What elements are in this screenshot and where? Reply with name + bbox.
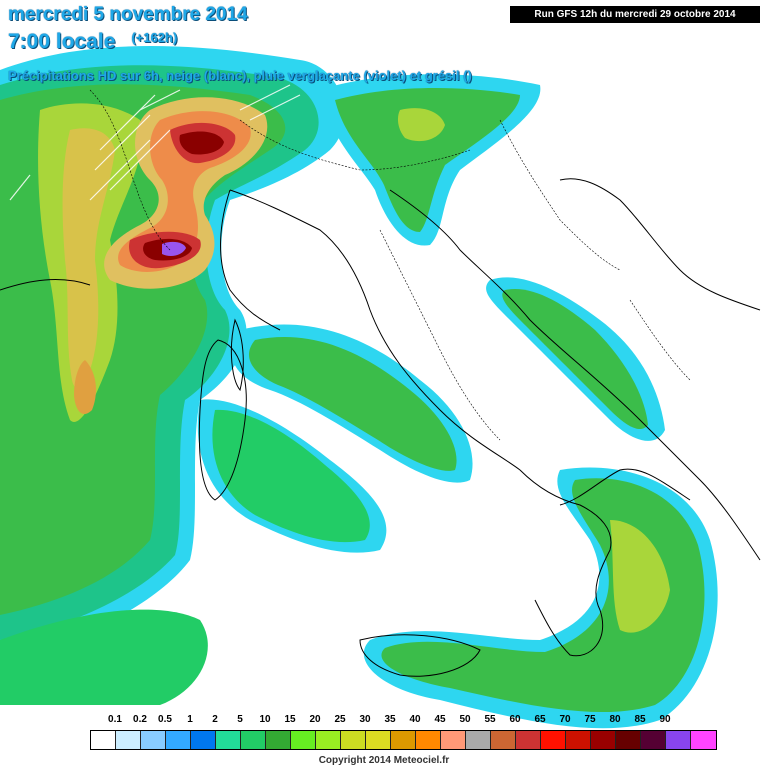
- legend-swatch: [566, 731, 591, 749]
- legend-swatch: [341, 731, 366, 749]
- legend-swatch: [541, 731, 566, 749]
- legend-tick-label: 5: [237, 714, 243, 725]
- legend-swatch: [491, 731, 516, 749]
- legend-tick-label: 15: [284, 714, 296, 725]
- legend-tick-label: 2: [212, 714, 218, 725]
- legend-tick-label: 1: [187, 714, 193, 725]
- precip-tyrrhenian: [197, 324, 473, 553]
- borders: [89, 89, 691, 441]
- legend-swatch: [416, 731, 441, 749]
- legend-swatch: [666, 731, 691, 749]
- coastlines: [0, 178, 761, 677]
- legend-swatch: [241, 731, 266, 749]
- legend-tick-label: 20: [309, 714, 321, 725]
- legend-tick-label: 90: [659, 714, 671, 725]
- legend-swatch: [441, 731, 466, 749]
- forecast-time: 7:00 locale (+162h): [8, 30, 177, 54]
- legend-tick-label: 55: [484, 714, 496, 725]
- legend-color-bar: [90, 730, 717, 750]
- legend-swatch: [266, 731, 291, 749]
- legend-swatch: [216, 731, 241, 749]
- precip-dalmatia: [486, 277, 665, 441]
- legend-tick-label: 50: [459, 714, 471, 725]
- legend-swatch: [191, 731, 216, 749]
- variable-description: Précipitations HD sur 6h, neige (blanc),…: [8, 68, 472, 83]
- legend-tick-label: 60: [509, 714, 521, 725]
- legend-tick-label: 30: [359, 714, 371, 725]
- legend-tick-label: 0.1: [108, 714, 122, 725]
- lead-time: (+162h): [131, 30, 178, 45]
- legend-swatch: [591, 731, 616, 749]
- legend-tick-label: 35: [384, 714, 396, 725]
- legend-tick-label: 10: [259, 714, 271, 725]
- legend-swatch: [691, 731, 716, 749]
- precip-southwest: [0, 609, 208, 705]
- precip-northeast: [320, 74, 541, 246]
- legend-tick-label: 70: [559, 714, 571, 725]
- run-info-label: Run GFS 12h du mercredi 29 octobre 2014: [510, 6, 760, 23]
- forecast-date: mercredi 5 novembre 2014: [8, 4, 248, 25]
- legend-swatch: [91, 731, 116, 749]
- copyright-text: Copyright 2014 Meteociel.fr: [318, 755, 450, 766]
- legend-swatch: [641, 731, 666, 749]
- legend-swatch: [291, 731, 316, 749]
- legend-tick-label: 45: [434, 714, 446, 725]
- precip-west-mass: [0, 46, 345, 661]
- legend-ticks: 0.1 0.2 0.5 1 2 5 10 15 20 25 30 35 40 45 50 55 60 65 70 75…: [0, 712, 768, 730]
- legend-swatch: [466, 731, 491, 749]
- legend-tick-label: 25: [334, 714, 346, 725]
- legend-swatch: [391, 731, 416, 749]
- precip-south: [363, 467, 718, 729]
- legend-swatch: [516, 731, 541, 749]
- legend-swatch: [116, 731, 141, 749]
- legend-swatch: [316, 731, 341, 749]
- legend-swatch: [141, 731, 166, 749]
- legend-swatch: [616, 731, 641, 749]
- legend-tick-label: 80: [609, 714, 621, 725]
- legend-tick-label: 75: [584, 714, 596, 725]
- legend-swatch: [166, 731, 191, 749]
- snow-hatching: [9, 84, 301, 201]
- legend-tick-label: 85: [634, 714, 646, 725]
- time-label: 7:00 locale: [8, 30, 116, 53]
- color-legend: 0.1 0.2 0.5 1 2 5 10 15 20 25 30 35 40 45 50 55 60 65 70 75…: [0, 712, 768, 768]
- legend-swatch: [366, 731, 391, 749]
- legend-tick-label: 65: [534, 714, 546, 725]
- legend-tick-label: 40: [409, 714, 421, 725]
- legend-tick-label: 0.2: [133, 714, 147, 725]
- legend-tick-label: 0.5: [158, 714, 172, 725]
